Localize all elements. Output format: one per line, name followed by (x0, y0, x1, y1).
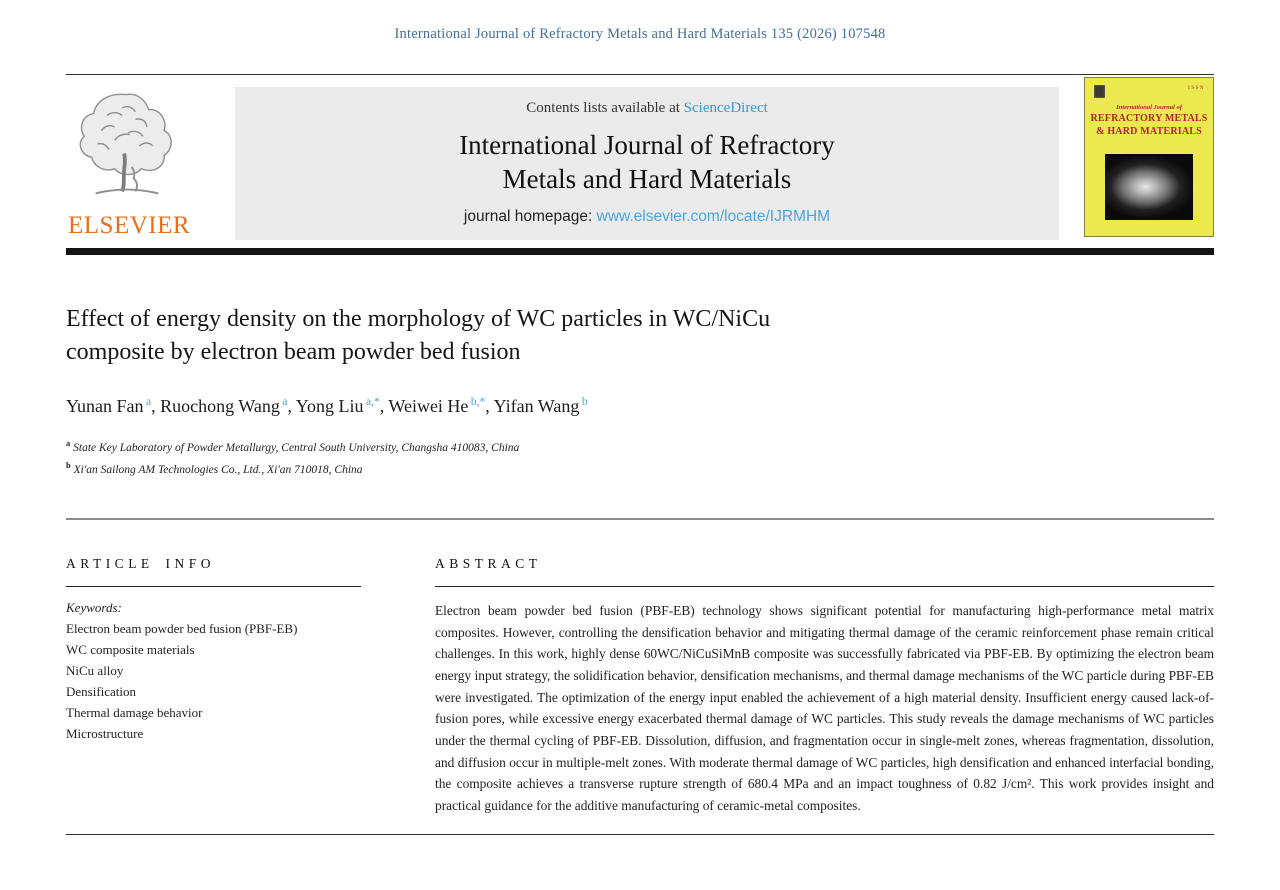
elsevier-wordmark: ELSEVIER (68, 212, 191, 239)
homepage-prefix: journal homepage: (463, 208, 597, 225)
article-info-heading: ARTICLE INFO (66, 555, 216, 571)
keyword-item: Electron beam powder bed fusion (PBF-EB) (66, 620, 298, 636)
keywords-label: Keywords: (66, 599, 122, 615)
citation-line: International Journal of Refractory Meta… (394, 26, 886, 42)
journal-title: International Journal of Refractory Meta… (459, 129, 835, 197)
author: Yong Liu a,* (296, 396, 380, 416)
author-name: Yifan Wang (493, 396, 580, 417)
author-list: Yunan Fan a, Ruochong Wang a, Yong Liu a,*,… (66, 396, 588, 417)
cover-issn: ISSN (1188, 86, 1205, 91)
homepage-line: journal homepage: www.elsevier.com/locat… (464, 208, 830, 226)
author: Yifan Wang b (494, 396, 588, 416)
contents-prefix: Contents lists available at (526, 100, 684, 116)
cover-title-line: & HARD MATERIALS (1096, 125, 1202, 137)
title-line: Effect of energy density on the morpholo… (66, 306, 771, 332)
author: Weiwei He b,* (388, 396, 485, 416)
author-affiliation-superscript: b,* (470, 396, 486, 409)
title-line: composite by electron beam powder bed fu… (66, 339, 521, 366)
sciencedirect-link[interactable]: ScienceDirect (683, 100, 768, 116)
top-divider (66, 74, 1214, 75)
author-name: Weiwei He (388, 396, 469, 417)
author-affiliation-superscript: a (146, 396, 152, 409)
author-name: Ruochong Wang (160, 396, 280, 417)
abstract-section: ABSTRACT Electron beam powder bed fusion… (435, 556, 1214, 817)
cover-title-line: REFRACTORY METALS (1090, 113, 1208, 124)
homepage-link[interactable]: www.elsevier.com/locate/IJRMHM (596, 208, 831, 225)
cover-micrograph-image (1105, 154, 1193, 220)
elsevier-logo[interactable]: ELSEVIER (66, 87, 235, 240)
affiliation-list: a State Key Laboratory of Powder Metallu… (66, 436, 1214, 480)
abstract-rule (435, 585, 1214, 587)
article-title: Effect of energy density on the morpholo… (66, 303, 1214, 369)
author-affiliation-superscript: b (581, 396, 588, 409)
section-divider (66, 517, 1214, 520)
author-name: Yong Liu (295, 396, 364, 417)
author: Ruochong Wang a (160, 396, 287, 416)
cover-journal-line1: International Journal of (1116, 104, 1182, 111)
contents-line: Contents lists available at ScienceDirec… (526, 100, 768, 117)
article-info-section: ARTICLE INFO Keywords: Electron beam pow… (66, 556, 361, 817)
keyword-item: Densification (66, 683, 137, 699)
affiliation: b Xi'an Sailong AM Technologies Co., Ltd… (66, 458, 1214, 480)
info-abstract-columns: ARTICLE INFO Keywords: Electron beam pow… (66, 556, 1214, 817)
affiliation: a State Key Laboratory of Powder Metallu… (66, 436, 1214, 458)
elsevier-tree-icon (79, 93, 172, 195)
journal-title-line: Metals and Hard Materials (502, 163, 792, 194)
journal-title-line: International Journal of Refractory (459, 129, 835, 160)
author-affiliation-superscript: a (282, 396, 288, 409)
journal-header: ELSEVIER Contents lists available at Sci… (66, 77, 1214, 240)
keyword-item: WC composite materials (66, 641, 195, 657)
affiliation-superscript: b (66, 460, 71, 471)
cover-journal-title: REFRACTORY METALS & HARD MATERIALS (1085, 113, 1213, 138)
abstract-text: Electron beam powder bed fusion (PBF-EB)… (435, 602, 1214, 814)
abstract-heading: ABSTRACT (435, 555, 542, 571)
journal-cover-thumbnail[interactable]: ISSN International Journal of REFRACTORY… (1084, 77, 1214, 237)
header-divider-bar (66, 248, 1214, 255)
author-affiliation-superscript: a,* (365, 396, 380, 409)
keyword-item: Microstructure (66, 726, 144, 742)
article-info-rule (66, 585, 361, 587)
keywords-list: Electron beam powder bed fusion (PBF-EB)… (66, 618, 361, 744)
bottom-divider (66, 833, 1214, 835)
page-content: ELSEVIER Contents lists available at Sci… (0, 74, 1280, 835)
cover-mini-logo-icon (1094, 85, 1105, 98)
keyword-item: Thermal damage behavior (66, 705, 203, 720)
journal-banner: Contents lists available at ScienceDirec… (235, 87, 1059, 240)
affiliation-superscript: a (66, 438, 71, 449)
author: Yunan Fan a (66, 396, 151, 416)
affiliation-text: State Key Laboratory of Powder Metallurg… (70, 442, 520, 455)
keyword-item: NiCu alloy (66, 662, 124, 678)
affiliation-text: Xi'an Sailong AM Technologies Co., Ltd.,… (70, 463, 363, 476)
author-name: Yunan Fan (66, 396, 144, 417)
